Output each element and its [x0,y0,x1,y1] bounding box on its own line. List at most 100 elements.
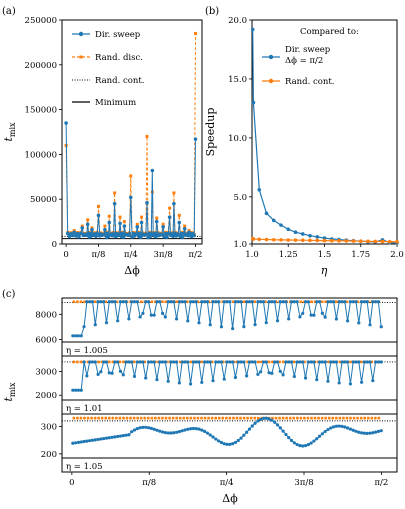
legend-rand-disc: Rand. disc. [95,53,143,63]
c-rand-disc-point [356,416,359,420]
c-dir-sweep-point [155,300,159,304]
a-dir-sweep-point [103,227,107,232]
c-dir-sweep-point [284,360,288,364]
c-dir-sweep-point [163,315,167,319]
c-dir-sweep-point [250,424,254,428]
c-subplot-frame [61,297,398,357]
c-dir-sweep-point [357,360,361,364]
c-rand-disc-point [107,360,111,364]
c-dir-sweep-point [138,360,142,364]
c-dir-sweep-point [264,416,268,420]
c-rand-disc-point [271,360,274,364]
c-dir-sweep-point [247,360,252,364]
c-rand-disc-point [200,416,203,420]
c-rand-disc-point [292,360,296,364]
c-rand-disc-point [93,416,97,420]
c-rand-disc-point [90,416,93,420]
c-rand-disc-point [246,360,249,364]
c-dir-sweep-point [261,416,266,421]
a-rand-disc-point [113,191,117,195]
c-dir-sweep-point [130,360,134,364]
c-dir-sweep-point [191,426,195,431]
c-dir-sweep-point [320,432,324,436]
c-dir-sweep-point [96,372,100,376]
c-dir-sweep-point [306,443,310,447]
c-dir-sweep-point [96,437,100,442]
c-dir-sweep-point [71,334,75,338]
c-dir-sweep-point [331,360,336,364]
b-rand-cont-point [251,237,256,241]
c-dir-sweep-point [312,360,316,364]
b-rand-cont-point [279,238,283,242]
c-dir-sweep-point [132,300,137,304]
c-dir-sweep-point [146,426,151,430]
c-rand-disc-point [111,360,115,364]
c-dir-sweep-point [222,377,226,381]
c-dir-sweep-point [376,360,381,364]
c-dir-sweep-point [343,360,347,364]
c-dir-sweep-point [379,429,383,433]
c-dir-sweep-point [337,424,341,428]
c-dir-sweep-point [118,300,123,304]
a-dir-sweep-point [107,220,112,225]
b-xtick-label: 1.75 [351,250,370,260]
c-dir-sweep-point [138,315,142,319]
c-rand-disc-point [72,416,76,420]
c-dir-sweep-point [110,435,114,439]
c-dir-sweep-point [127,433,131,437]
c-rand-disc-point [125,416,129,420]
a-dir-sweep-point [67,234,72,239]
a-dir-sweep-point [118,221,122,226]
a-dir-sweep-point [70,233,75,238]
b-rand-cont-point [366,239,370,244]
c-rand-disc-point [335,300,338,304]
a-dir-sweep-point [148,234,152,239]
a-ytick-label: 0 [52,240,57,250]
c-dir-sweep-point [281,373,285,377]
c-rand-disc-point [100,416,104,420]
c-dir-sweep-point [354,300,358,304]
c-dir-sweep-point [331,300,336,304]
a-rand-disc-point [96,204,100,208]
a-dir-sweep-point [80,226,85,230]
b-ytick-label: 20.0 [228,16,247,26]
c-dir-sweep-point [303,376,308,380]
c-dir-sweep-point [188,427,193,431]
c-dir-sweep-point [191,300,195,304]
c-dir-sweep-point [90,300,95,304]
c-dir-sweep-point [301,360,305,364]
c-rand-disc-point [260,416,264,420]
c-dir-sweep-point [309,441,313,445]
c-rand-disc-point [246,416,249,420]
c-dir-sweep-point [354,429,358,433]
c-dir-sweep-point [88,360,92,364]
c-dir-sweep-point [132,374,137,378]
c-dir-sweep-point [104,360,109,364]
c-dir-sweep-point [270,300,274,304]
b-rand-cont-point [257,237,262,242]
c-rand-disc-point [79,300,83,304]
panel-label-a: (a) [2,6,16,17]
c-rand-disc-point [370,416,374,420]
c-dir-sweep-point [256,372,260,376]
c-dir-sweep-point [231,442,235,446]
c-rand-disc-point [210,416,214,420]
c-rand-disc-point [285,416,288,420]
c-dir-sweep-point [287,360,291,364]
c-dir-sweep-point [303,300,308,304]
c-dir-sweep-point [177,430,181,434]
c-dir-sweep-point [186,360,190,364]
c-dir-sweep-point [177,300,181,304]
c-dir-sweep-point [144,425,148,429]
b-rand-cont-point [329,238,334,243]
panel-c-ylabel: tmix [2,382,17,402]
c-rand-disc-point [299,300,303,304]
c-rand-disc-point [175,416,178,420]
c-dir-sweep-point [205,360,210,364]
b-rand-cont-point [300,238,305,243]
c-dir-sweep-point [172,360,176,364]
c-rand-disc-point [310,300,313,304]
c-dir-sweep-point [118,434,123,438]
c-dir-sweep-point [320,360,324,364]
